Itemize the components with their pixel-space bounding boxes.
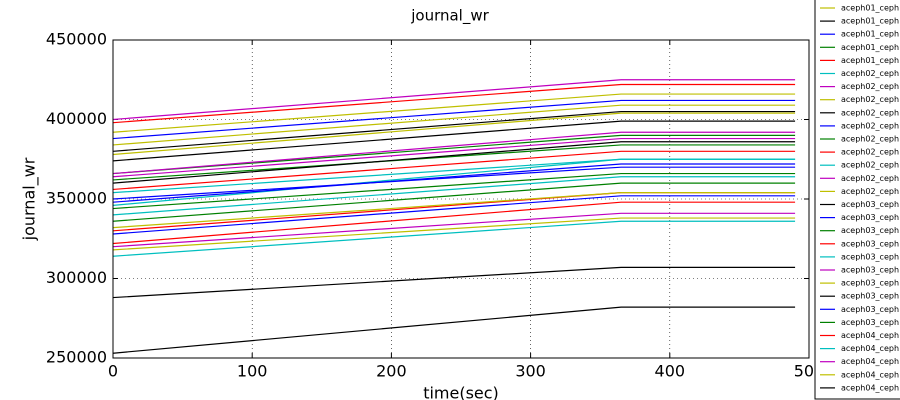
y-tick-label: 350000 <box>46 189 107 208</box>
legend-label: aceph04_ceph <box>841 344 899 353</box>
legend-label: aceph02_ceph <box>841 161 899 170</box>
legend-label: aceph02_ceph <box>841 108 899 117</box>
series-line <box>113 192 796 229</box>
series-line <box>113 104 796 146</box>
series-line <box>113 134 796 175</box>
series-line <box>113 131 796 175</box>
y-tick-label: 450000 <box>46 30 107 49</box>
series-line <box>113 120 796 162</box>
legend-label: aceph03_ceph <box>841 305 899 314</box>
legend-label: aceph02_ceph <box>841 174 899 183</box>
x-tick-label: 200 <box>376 362 407 381</box>
chart-title: journal_wr <box>410 7 489 26</box>
x-tick-label: 300 <box>515 362 546 381</box>
series-line <box>113 172 796 210</box>
y-tick-label: 250000 <box>46 348 107 367</box>
legend-label: aceph02_ceph <box>841 82 899 91</box>
legend-label: aceph02_ceph <box>841 135 899 144</box>
legend-label: aceph03_ceph <box>841 318 899 327</box>
legend-label: aceph01_ceph <box>841 56 899 65</box>
series-line <box>113 212 796 248</box>
series-line <box>113 79 796 121</box>
series-line <box>113 176 796 216</box>
legend-label: aceph04_ceph <box>841 331 899 340</box>
legend-label: aceph01_ceph <box>841 4 899 13</box>
y-tick-label: 300000 <box>46 268 107 287</box>
legend-label: aceph04_ceph <box>841 383 899 392</box>
series-line <box>113 158 796 194</box>
series-line <box>113 112 796 156</box>
legend-label: aceph03_ceph <box>841 266 899 275</box>
legend-label: aceph03_ceph <box>841 279 899 288</box>
plot-frame <box>112 39 810 359</box>
legend-label: aceph03_ceph <box>841 226 899 235</box>
series-line <box>113 83 796 124</box>
series-line <box>113 93 796 133</box>
series-line <box>113 99 796 140</box>
series-line <box>113 166 796 200</box>
legend-label: aceph03_ceph <box>841 292 899 301</box>
series-line <box>113 220 796 257</box>
legend-label: aceph04_ceph <box>841 357 899 366</box>
legend-label: aceph02_ceph <box>841 95 899 104</box>
series-line <box>113 306 796 354</box>
x-tick-label: 100 <box>237 362 268 381</box>
legend-label: aceph01_ceph <box>841 17 899 26</box>
series-line <box>113 201 796 245</box>
legend-label: aceph02_ceph <box>841 69 899 78</box>
series-line <box>113 217 796 251</box>
legend-label: aceph01_ceph <box>841 43 899 52</box>
series-line <box>113 182 796 222</box>
legend-label: aceph02_ceph <box>841 187 899 196</box>
x-tick-label: 0 <box>108 362 118 381</box>
legend-label: aceph04_ceph <box>841 370 899 379</box>
legend-label: aceph03_ceph <box>841 200 899 209</box>
x-tick-label: 400 <box>655 362 686 381</box>
series-line <box>113 163 796 203</box>
x-axis-label: time(sec) <box>423 384 499 400</box>
series-line <box>113 195 796 235</box>
series-line <box>113 141 796 184</box>
legend-label: aceph02_ceph <box>841 121 899 130</box>
series-line <box>113 150 796 191</box>
series-line <box>113 144 796 181</box>
legend-label: aceph02_ceph <box>841 148 899 157</box>
legend-box <box>814 0 900 400</box>
legend-label: aceph03_ceph <box>841 252 899 261</box>
y-tick-label: 400000 <box>46 109 107 128</box>
series-line <box>113 266 796 299</box>
series-line <box>113 110 796 152</box>
series-line <box>113 137 796 178</box>
legend-label: aceph03_ceph <box>841 239 899 248</box>
y-axis-label: journal_wr <box>20 157 40 241</box>
legend-label: aceph01_ceph <box>841 30 899 39</box>
legend-label: aceph03_ceph <box>841 213 899 222</box>
